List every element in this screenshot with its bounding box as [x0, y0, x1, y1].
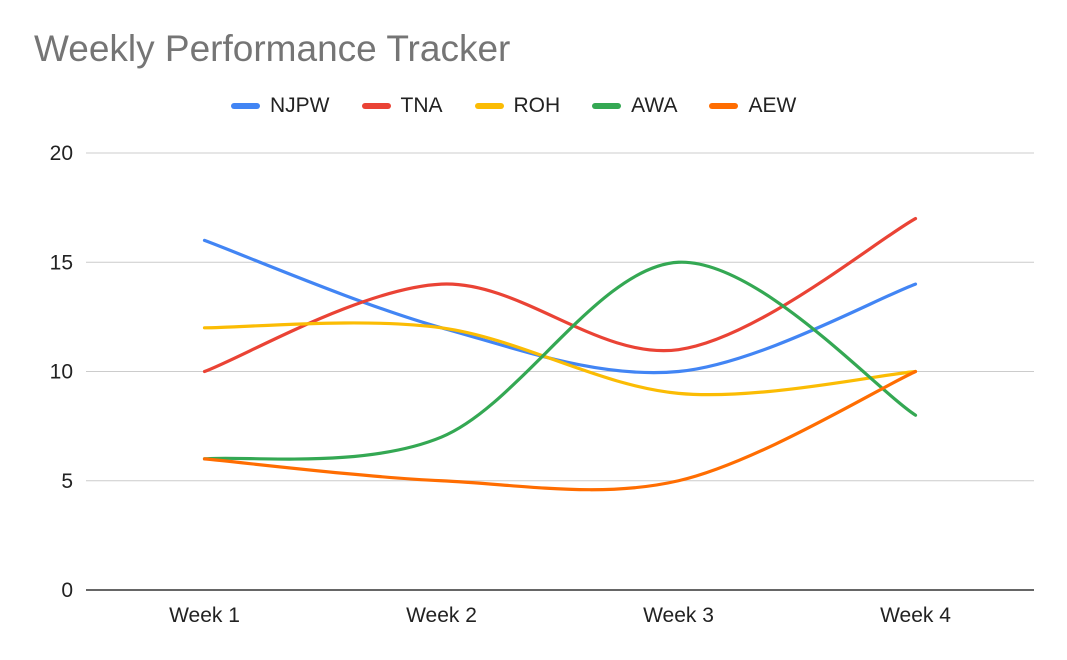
- y-tick-label: 5: [61, 470, 73, 493]
- legend-label: AEW: [748, 94, 797, 117]
- legend-swatch: [592, 103, 622, 109]
- y-tick-label: 10: [50, 361, 73, 384]
- legend-item-awa: AWA: [592, 94, 677, 118]
- legend-swatch: [361, 103, 391, 109]
- series-line-njpw: [202, 238, 918, 375]
- series-line-awa: [202, 260, 918, 461]
- legend-label: TNA: [400, 94, 443, 117]
- legend-swatch: [474, 103, 504, 109]
- y-tick-label: 20: [50, 142, 73, 165]
- legend-label: ROH: [513, 94, 561, 117]
- legend-label: AWA: [631, 94, 678, 117]
- series-line-roh: [202, 321, 918, 397]
- chart-title: Weekly Performance Tracker: [34, 28, 511, 69]
- legend-item-aew: AEW: [709, 94, 796, 118]
- legend-label: NJPW: [270, 94, 330, 117]
- legend-swatch: [709, 103, 739, 109]
- x-tick-label: Week 1: [169, 604, 240, 627]
- x-tick-label: Week 2: [406, 604, 477, 627]
- x-tick-label: Week 4: [880, 604, 951, 627]
- y-tick-label: 15: [50, 251, 73, 274]
- legend: NJPW TNA ROH AWA AEW: [231, 94, 828, 118]
- series-line-aew: [202, 369, 918, 492]
- series-line-tna: [202, 216, 918, 374]
- y-tick-label: 0: [61, 579, 73, 602]
- legend-item-tna: TNA: [361, 94, 443, 118]
- x-tick-label: Week 3: [643, 604, 714, 627]
- legend-swatch: [231, 103, 260, 109]
- legend-item-roh: ROH: [474, 94, 561, 118]
- legend-item-njpw: NJPW: [231, 94, 330, 118]
